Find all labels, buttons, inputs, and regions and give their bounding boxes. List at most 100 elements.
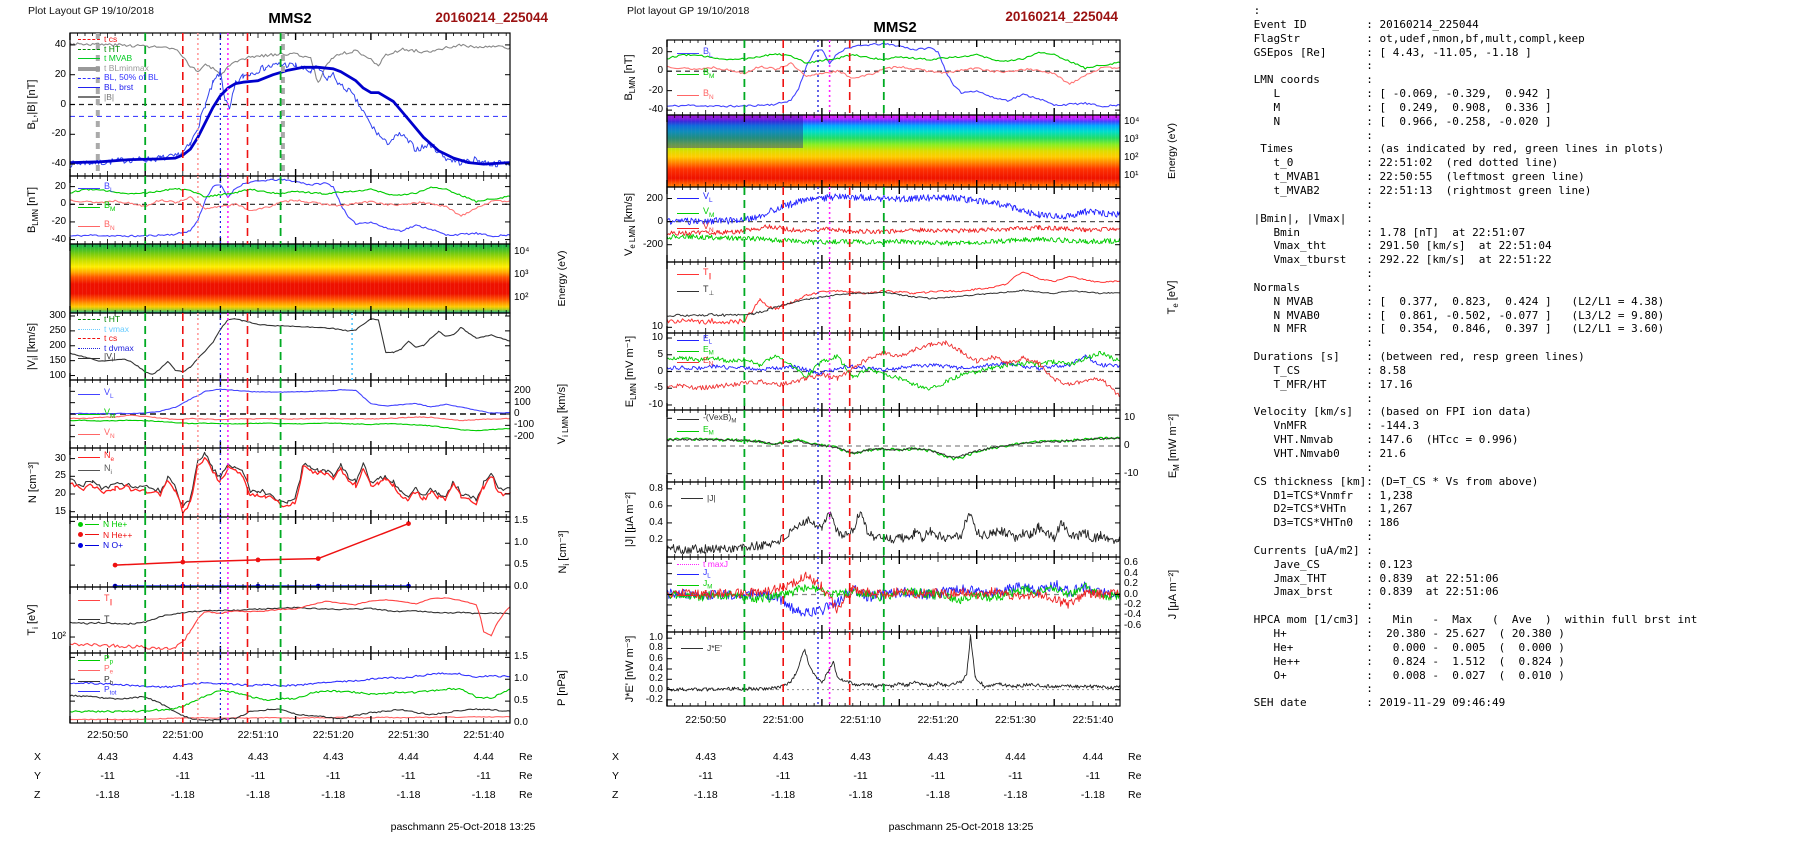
y-tick-label: 0.0 (514, 581, 528, 592)
legend-line-sample (85, 534, 99, 536)
legend-item: Ptot (78, 684, 116, 698)
legend-item: Pe (78, 663, 116, 677)
y-tick-label: 20 (54, 488, 66, 499)
y-tick-label: 0.2 (649, 533, 663, 545)
spectrogram-overlay (667, 115, 803, 149)
label-sub: L (110, 186, 114, 194)
xyz-value: -1.18 (693, 789, 718, 801)
label-text: B (104, 219, 111, 230)
label-text: E (624, 399, 636, 408)
legend-item: Ne (78, 449, 114, 466)
label-sub: e (1171, 303, 1181, 308)
legend-item: JN (677, 588, 728, 602)
y-tick-label: -5 (654, 382, 663, 394)
label-text: Energy (eV) (1166, 122, 1178, 180)
legend-item: EL (677, 333, 714, 346)
legend-item: t BLminmax (78, 63, 158, 74)
xyz-value: 4.43 (247, 751, 269, 763)
time-tick-label: 22:51:40 (1072, 714, 1114, 726)
legend-label: EM (703, 344, 714, 359)
legend-label: |B| (104, 92, 114, 103)
label-text: J [μA m⁻²] (1167, 569, 1179, 620)
xyz-value: -1.18 (396, 789, 421, 801)
plot-frame (666, 186, 1121, 263)
plot-bl-bmag (70, 33, 510, 176)
legend-line-sample (78, 413, 100, 415)
y-tick-label: 20 (54, 180, 66, 192)
legend-line-sample (85, 523, 99, 525)
label-sub: N (110, 432, 115, 440)
legend-label: BL, brst (104, 82, 133, 93)
xyz-value: -1.18 (170, 789, 195, 801)
legend: VL VM VN (677, 191, 714, 236)
label-sub: p (109, 658, 114, 666)
y-tick-label: -40 (648, 104, 663, 116)
legend-label: N O+ (103, 540, 123, 551)
plot-j-lmn (667, 557, 1120, 632)
label-text: J*E' [nW m⁻³] (624, 635, 636, 703)
xyz-value: -11 (250, 770, 266, 782)
plot-frame (69, 243, 511, 314)
legend-label: J*E' (707, 642, 722, 654)
series-T (69, 606, 510, 626)
legend-item: t maxJ (677, 559, 728, 570)
series-B_N (69, 196, 511, 217)
label-text: B (26, 225, 38, 234)
label-text: | (113, 350, 116, 361)
xyz-row-label: Y (612, 770, 620, 782)
label-sub: M (1172, 464, 1182, 471)
y-axis-label: |Vi| [km/s] (26, 313, 40, 380)
legend-item: EN (677, 355, 714, 368)
label-text: J (703, 588, 708, 599)
xyz-value: 4.43 (323, 751, 344, 763)
label-text: [mV m⁻¹] (624, 335, 636, 384)
spec-tick-label: 10² (514, 291, 529, 303)
spectrogram-electron-spectrogram (667, 115, 1120, 187)
y-tick-label: 150 (49, 354, 66, 366)
y-tick-label: -200 (642, 238, 663, 250)
y-axis-label: EM [mW m⁻²] (1166, 410, 1182, 482)
legend-label: N He+ (103, 519, 127, 530)
plot-vexb-em (667, 410, 1120, 482)
series-marker-N He++ (406, 521, 411, 526)
xyz-value: -1.18 (95, 789, 120, 801)
label-text: [nT] (623, 54, 635, 77)
legend-item: Ni (78, 463, 114, 477)
label-text: P (104, 684, 110, 695)
label-sub: L (110, 392, 114, 400)
y-tick-label: 10 (651, 332, 663, 344)
xyz-value: 4.44 (1082, 751, 1104, 763)
legend-item: VM (78, 404, 115, 424)
legend-item: T∥ (78, 591, 113, 610)
legend-line-sample (677, 418, 699, 420)
label-sub: M (731, 417, 737, 425)
plot-b-lmn (70, 176, 510, 244)
legend-label: |J| (707, 492, 716, 504)
legend: BL BM BN (78, 179, 115, 236)
label-sub: M (709, 72, 715, 80)
series-E_M (666, 436, 1121, 461)
label-sub: M (707, 583, 713, 591)
legend-label: BL, 50% of BL (104, 73, 158, 83)
series-marker-N O+ (112, 583, 118, 589)
plot-electron-spectrogram (667, 115, 1120, 187)
y-tick-label: 0 (657, 365, 663, 377)
legend-line-sample (78, 226, 100, 227)
label-sub: e (110, 455, 115, 463)
legend-label: Ne (104, 449, 114, 466)
series-J_M (666, 582, 1121, 605)
legend-line-sample (78, 96, 100, 99)
legend-line-sample (78, 319, 100, 321)
series-T_par (666, 271, 1121, 325)
legend: Pp Pe Pb Ptot (78, 653, 116, 698)
plot-frame (666, 114, 1121, 188)
label-sub: M (110, 205, 116, 213)
label-sub: e (109, 668, 114, 676)
xyz-value: -11 (100, 770, 115, 782)
legend-label: BM (703, 62, 714, 87)
label-text: | [km/s] (26, 322, 38, 359)
legend-line-sample (78, 87, 100, 89)
y-tick-label: -100 (514, 419, 535, 431)
label-text: |V (104, 350, 112, 361)
y-tick-label: 40 (54, 38, 66, 50)
